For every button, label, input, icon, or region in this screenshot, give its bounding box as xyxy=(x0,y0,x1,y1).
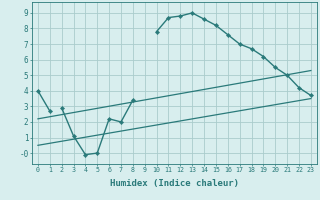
X-axis label: Humidex (Indice chaleur): Humidex (Indice chaleur) xyxy=(110,179,239,188)
